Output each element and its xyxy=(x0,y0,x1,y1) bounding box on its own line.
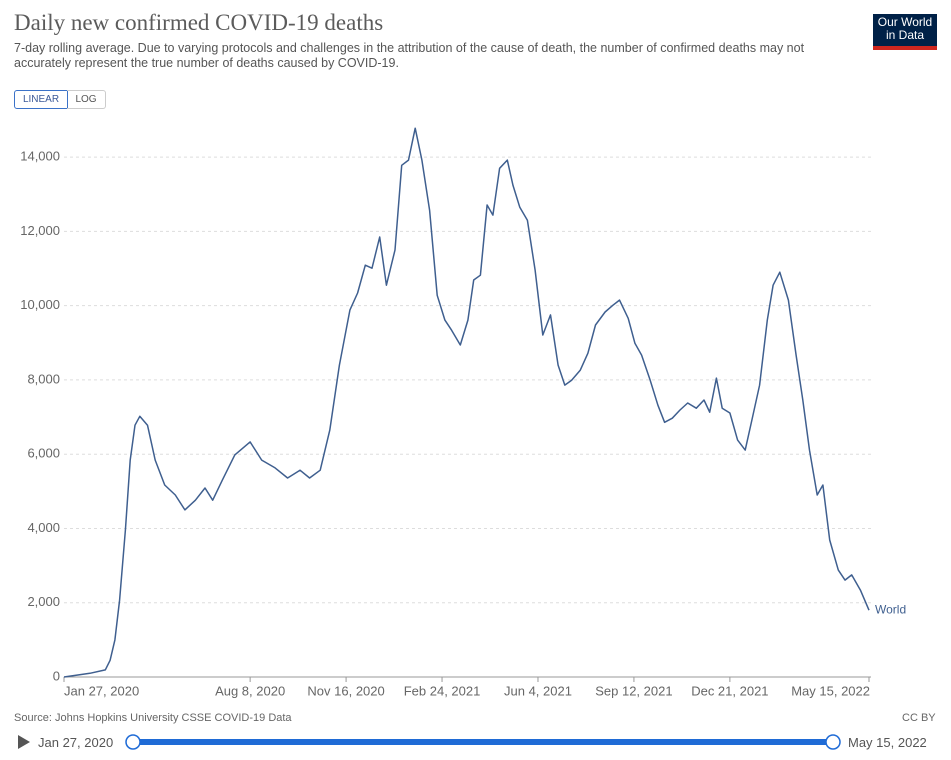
timeline-handle[interactable] xyxy=(125,734,141,750)
data-line xyxy=(63,127,870,678)
x-tick-label: Jun 4, 2021 xyxy=(504,683,572,698)
y-tick-label: 2,000 xyxy=(27,594,60,609)
y-tick-label: 0 xyxy=(53,668,60,683)
license[interactable]: CC BY xyxy=(902,712,936,724)
y-tick-label: 10,000 xyxy=(20,297,60,312)
timeline-handle[interactable] xyxy=(825,734,841,750)
timeline-track[interactable] xyxy=(133,739,833,745)
logo[interactable]: Our World in Data xyxy=(873,14,937,50)
scale-button[interactable]: LINEAR xyxy=(14,90,68,109)
x-tick-label: Sep 12, 2021 xyxy=(595,683,672,698)
series-label: World xyxy=(875,602,906,616)
chart-title: Daily new confirmed COVID-19 deaths xyxy=(14,10,384,35)
x-tick-label: Jan 27, 2020 xyxy=(64,683,139,698)
y-tick-label: 4,000 xyxy=(27,520,60,535)
x-tick-label: Nov 16, 2020 xyxy=(307,683,384,698)
x-tick-label: Aug 8, 2020 xyxy=(215,683,285,698)
chart-subtitle: 7-day rolling average. Due to varying pr… xyxy=(14,41,805,70)
source: Source: Johns Hopkins University CSSE CO… xyxy=(14,712,292,724)
x-tick-label: May 15, 2022 xyxy=(791,683,870,698)
y-tick-label: 14,000 xyxy=(20,149,60,164)
timeline-start: Jan 27, 2020 xyxy=(38,735,114,750)
y-tick-label: 8,000 xyxy=(27,371,60,386)
play-button[interactable] xyxy=(18,735,30,749)
x-tick-label: Feb 24, 2021 xyxy=(404,683,481,698)
y-tick-label: 12,000 xyxy=(20,223,60,238)
timeline-end: May 15, 2022 xyxy=(848,735,927,750)
scale-button[interactable]: LOG xyxy=(67,90,106,109)
x-tick-label: Dec 21, 2021 xyxy=(691,683,768,698)
y-tick-label: 6,000 xyxy=(27,446,60,461)
